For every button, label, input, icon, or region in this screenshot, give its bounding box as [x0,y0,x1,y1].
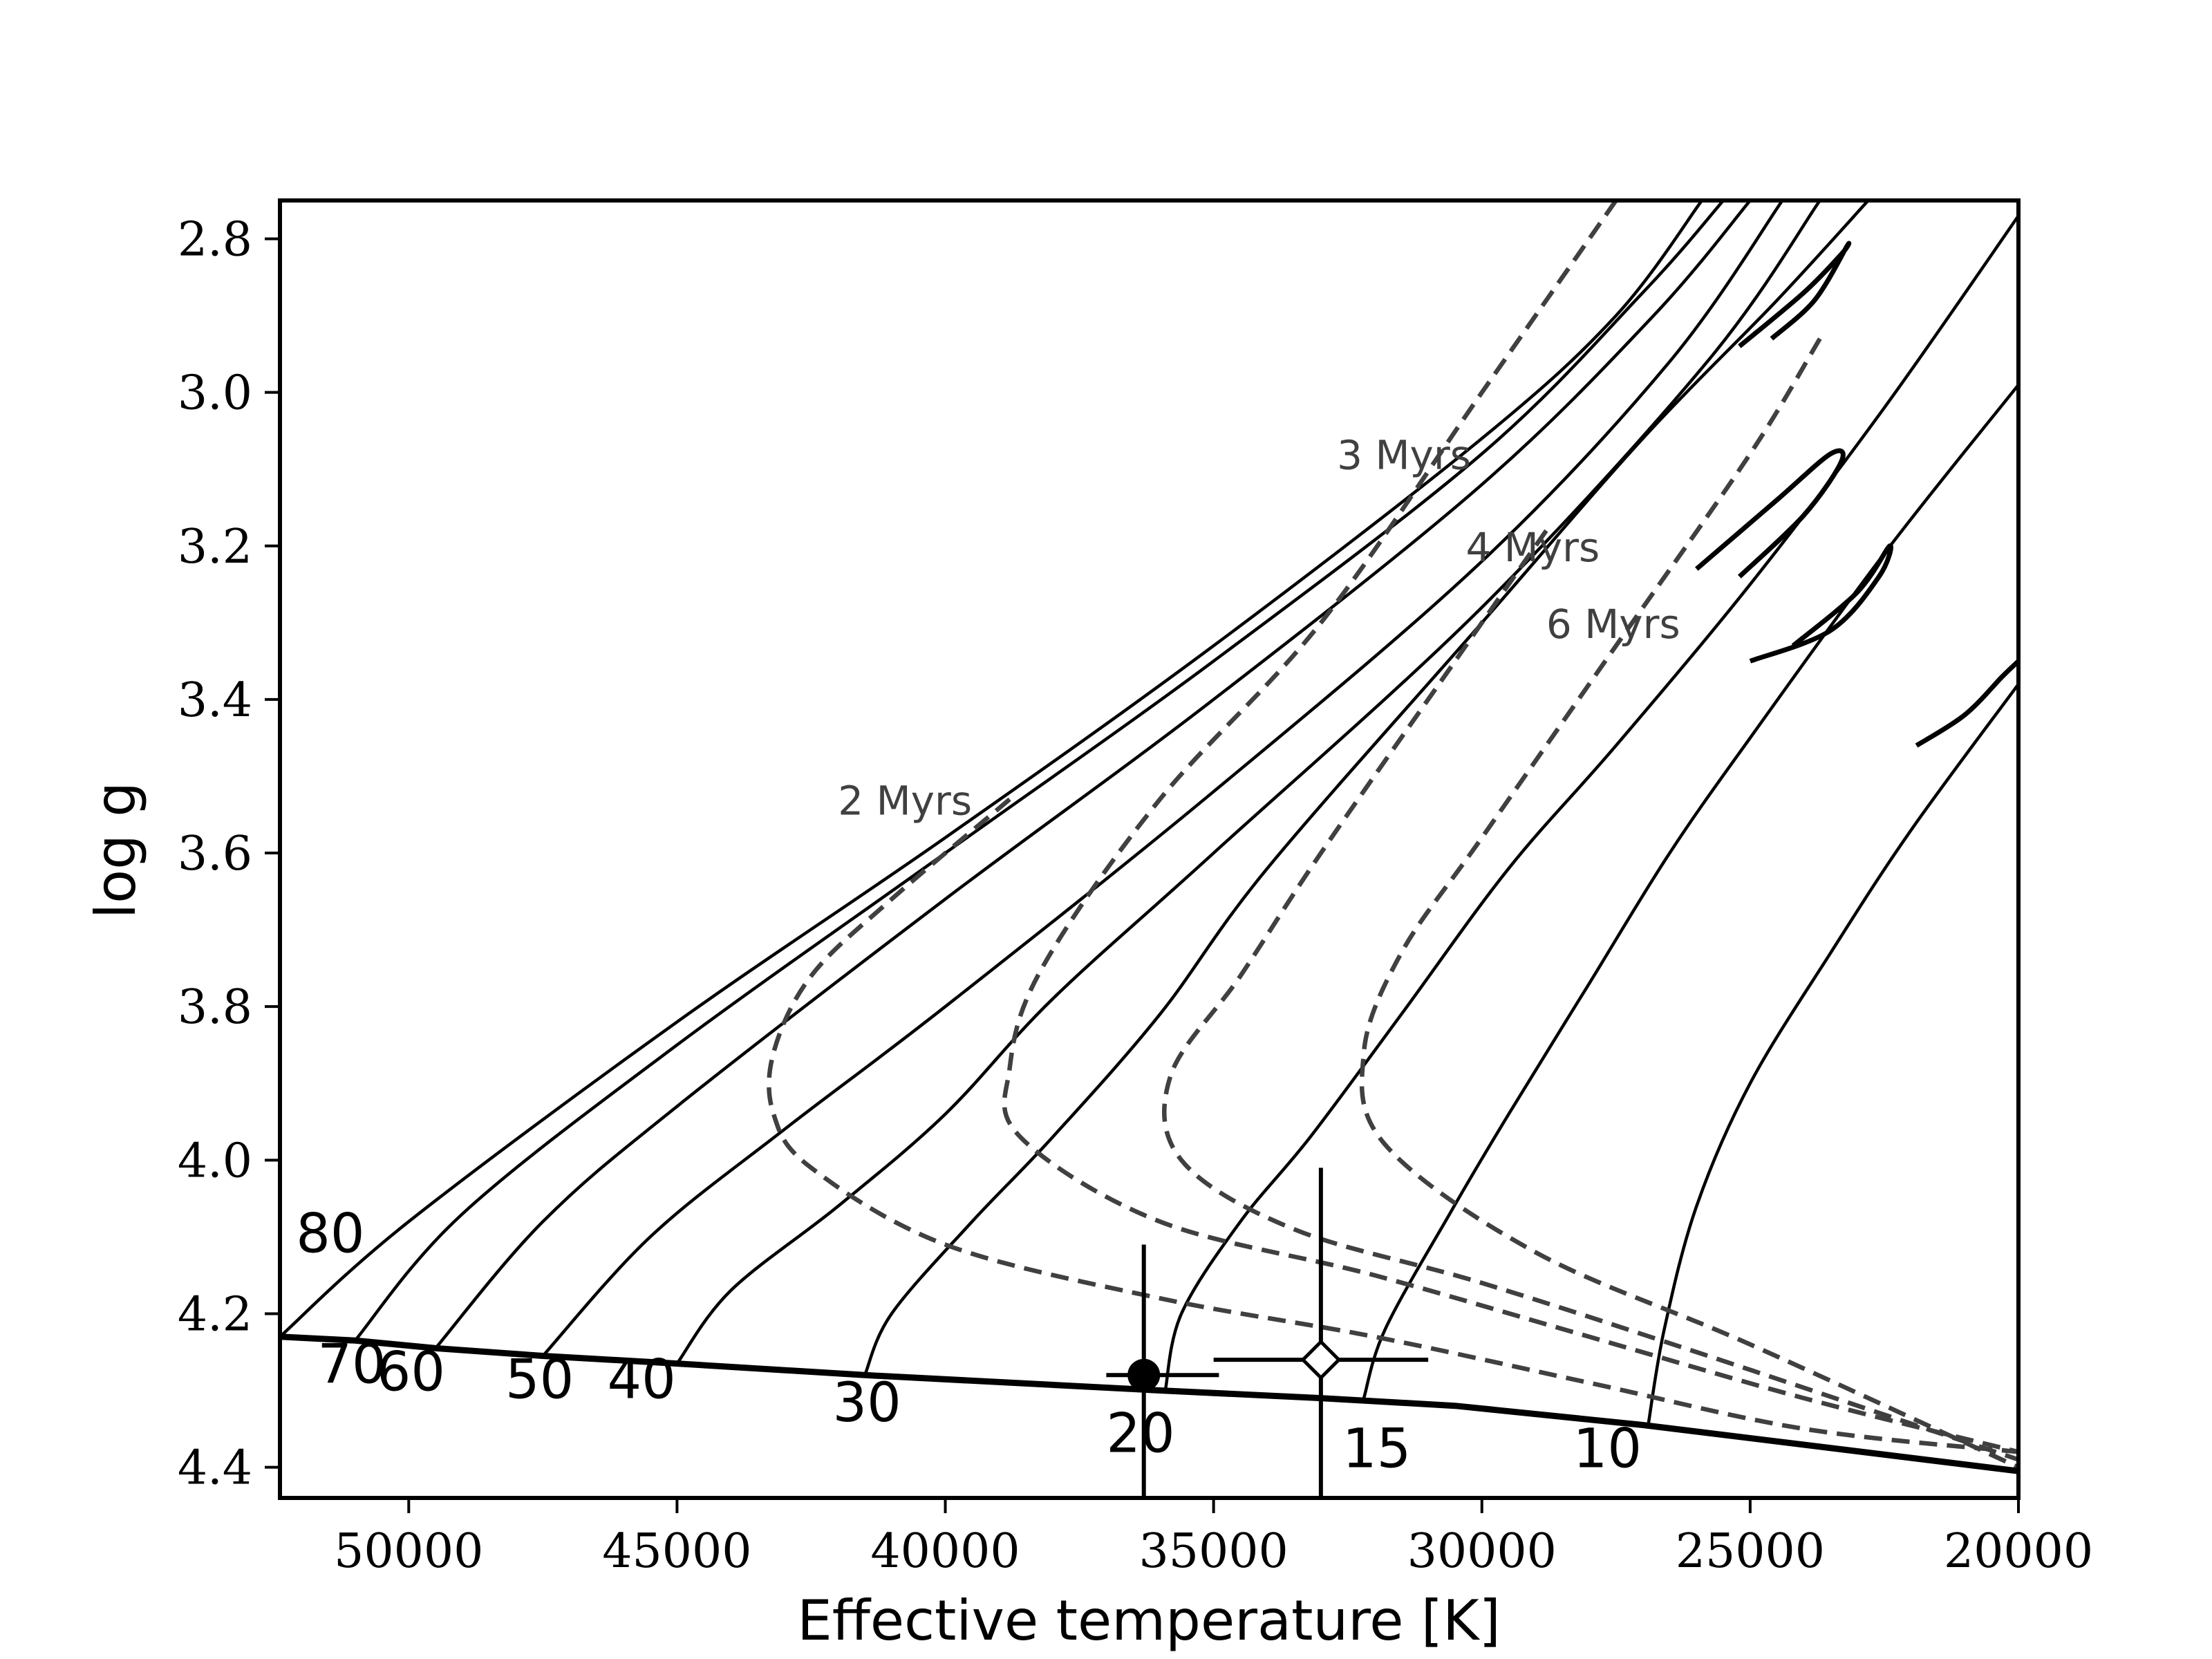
track-40-msun [675,200,1821,1365]
zams-line [280,1333,2018,1474]
mass-label-10: 10 [1573,1418,1642,1481]
y-tick-label-3.6: 3.6 [178,827,252,881]
track-20-msun [1163,214,2018,1391]
x-tick-label-45000: 45000 [602,1524,751,1579]
blue-loop-3 [1749,543,1893,664]
isochrone-label-4-myrs: 4 Myrs [1465,524,1600,571]
isochrone-6-myrs [1359,337,2018,1470]
x-tick-label-35000: 35000 [1138,1524,1288,1579]
mass-label-40: 40 [608,1349,676,1412]
mass-label-50: 50 [505,1349,574,1412]
blue-loop-4 [1915,659,2018,748]
x-tick-label-20000: 20000 [1944,1524,2093,1579]
y-axis-label: log g [84,782,148,919]
mass-label-15: 15 [1342,1418,1411,1481]
filled-circle-marker [1127,1358,1161,1391]
isochrone-3-myrs [1002,200,2018,1454]
isochrone-4-myrs [1162,529,2018,1462]
open-diamond-marker [1300,1339,1342,1380]
x-axis-label: Effective temperature [K] [797,1588,1501,1653]
plot-area [280,200,2018,1498]
axes: 50000 45000 40000 35000 30000 25000 20000 2.8 3.… [178,213,2093,1579]
mass-label-60: 60 [377,1342,445,1404]
track-70-msun [353,200,1725,1342]
isochrone-label-2-myrs: 2 Myrs [838,778,972,825]
x-tick-label-30000: 30000 [1407,1524,1557,1579]
y-tick-label-3.0: 3.0 [178,366,252,421]
y-tick-label-3.4: 3.4 [178,673,252,728]
x-tick-label-50000: 50000 [334,1524,483,1579]
y-tick-label-4.4: 4.4 [178,1441,252,1496]
track-50-msun [541,200,1784,1358]
plot-frame [278,198,2021,1500]
x-tick-label-40000: 40000 [870,1524,1020,1579]
y-tick-label-3.8: 3.8 [178,980,252,1035]
mass-label-70: 70 [317,1333,386,1396]
mass-label-20: 20 [1106,1403,1174,1465]
x-tick-label-25000: 25000 [1676,1524,1825,1579]
y-tick-label-4.2: 4.2 [178,1287,252,1342]
blue-loop-2 [1695,448,1846,579]
isochrone-2-myrs [767,797,2018,1454]
isochrone-label-6-myrs: 6 Myrs [1546,601,1680,648]
mass-label-80: 80 [296,1203,364,1266]
mass-label-30: 30 [833,1372,901,1434]
y-tick-label-2.8: 2.8 [178,213,252,268]
track-60-msun [434,200,1752,1349]
y-tick-label-3.2: 3.2 [178,520,252,574]
track-10-msun [1647,683,2018,1425]
track-30-msun [863,200,1870,1376]
isochrone-label-3-myrs: 3 Myrs [1337,432,1471,479]
y-tick-label-4.0: 4.0 [178,1134,252,1188]
blue-loop-1 [1738,241,1852,348]
track-80-msun [280,200,1703,1338]
